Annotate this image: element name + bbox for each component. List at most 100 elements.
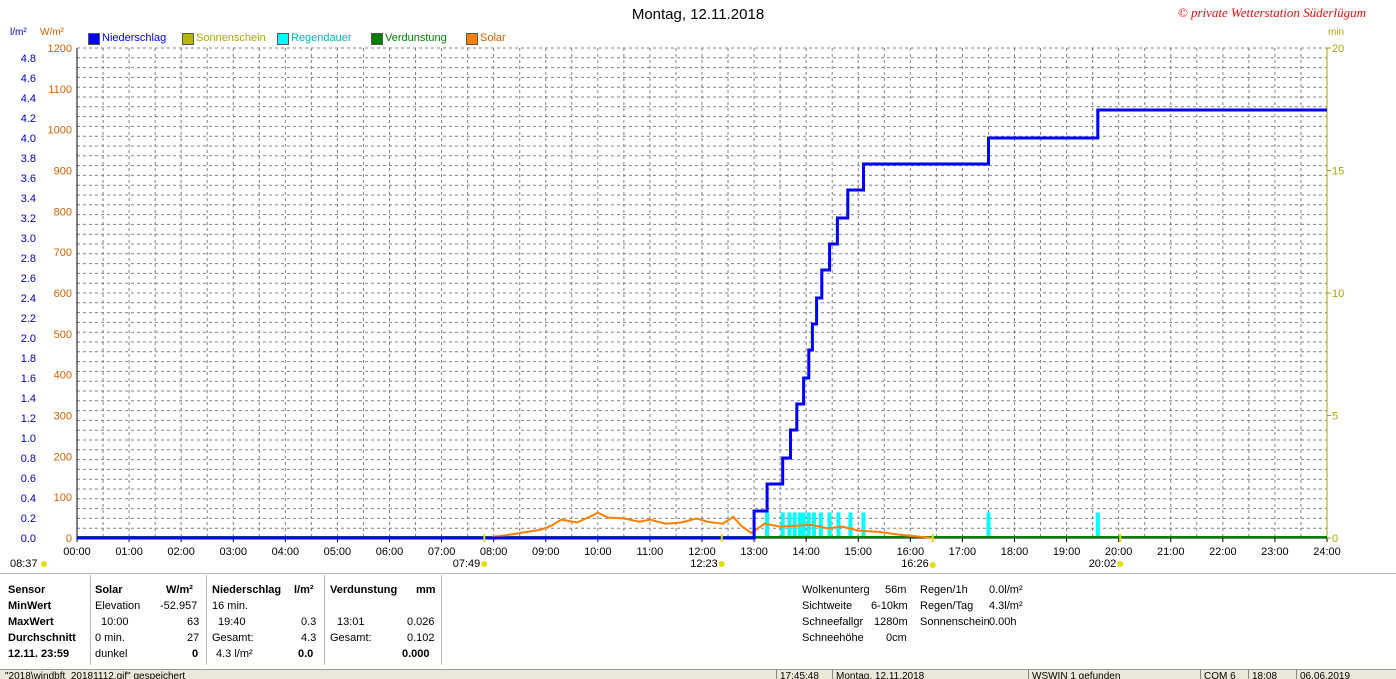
status-date-2: 06.06.2019 <box>1296 670 1396 679</box>
y-tick-label-precip: 4.0 <box>21 133 36 145</box>
verdunstung-head: Verdunstung <box>330 584 398 596</box>
weather-value: 6-10km <box>871 600 908 612</box>
x-tick-label: 02:00 <box>167 546 195 558</box>
y-tick-label-solar: 500 <box>54 329 72 341</box>
y-tick-label-solar: 600 <box>54 288 72 300</box>
verdunstung-r4b: 0.000 <box>402 648 430 660</box>
y-tick-label-solar: 400 <box>54 370 72 382</box>
y-tick-label-solar: 1200 <box>48 43 72 55</box>
sensor-max-label: MaxWert <box>8 616 54 628</box>
panel-divider <box>324 575 325 665</box>
verdunstung-r2a: 13:01 <box>337 616 365 628</box>
solar-r1a: Elevation <box>95 600 141 612</box>
niederschlag-r2b: 0.3 <box>301 616 317 628</box>
y-tick-label-solar: 300 <box>54 411 72 423</box>
solar-r2b: 63 <box>187 616 200 628</box>
sun-icon <box>1117 561 1124 567</box>
niederschlag-line <box>77 108 1327 540</box>
regendauer-bar <box>1095 512 1100 538</box>
niederschlag-r4b: 0.0 <box>298 648 314 660</box>
sensor-avg-label: Durchschnitt <box>8 632 76 644</box>
y-tick-label-precip: 4.4 <box>21 93 36 105</box>
y-tick-label-precip: 3.6 <box>21 173 36 185</box>
legend-swatch-sonnenschein <box>182 33 194 45</box>
x-tick-label: 00:00 <box>63 546 91 558</box>
weather-label: Schneefallgr <box>802 616 864 628</box>
panel-divider <box>441 575 442 665</box>
y-tick-label-precip: 4.6 <box>21 73 36 85</box>
rain-label: Sonnenschein <box>920 616 990 628</box>
niederschlag-r1a: 16 min. <box>212 600 249 612</box>
y-tick-label-solar: 1100 <box>48 84 72 96</box>
sun-marker-label: 16:26 <box>901 558 929 570</box>
niederschlag-r3a: Gesamt: <box>212 632 254 644</box>
regendauer-bar <box>861 512 866 538</box>
sun-marker-label: 20:02 <box>1089 558 1117 570</box>
x-tick-label: 17:00 <box>949 546 977 558</box>
regendauer-bar <box>848 512 853 538</box>
status-time-2: 18:08 <box>1248 670 1296 679</box>
watermark: © private Wetterstation Süderlügum <box>1177 5 1366 20</box>
legend-label-sonnenschein: Sonnenschein <box>196 32 266 44</box>
status-date: Montag, 12.11.2018 <box>832 670 1028 679</box>
x-tick-label: 03:00 <box>219 546 247 558</box>
regendauer-bar <box>765 512 770 538</box>
y-tick-label-precip: 1.2 <box>21 413 36 425</box>
regendauer-bar <box>986 512 991 538</box>
x-tick-label: 11:00 <box>637 546 664 558</box>
y-tick-label-precip: 1.8 <box>21 353 36 365</box>
chart-series <box>77 108 1327 540</box>
solar-line <box>484 511 933 539</box>
rain-label: Regen/1h <box>920 584 968 596</box>
sensor-head: Sensor <box>8 584 46 596</box>
legend-swatch-verdunstung <box>371 33 383 45</box>
sun-marker-label: 12:23 <box>690 558 718 570</box>
x-tick-label: 13:00 <box>740 546 768 558</box>
sensor-min-label: MinWert <box>8 600 52 612</box>
y-tick-label-precip: 3.8 <box>21 153 36 165</box>
axis-unit-left-2: W/m² <box>40 27 64 38</box>
sensor-date: 12.11. 23:59 <box>8 648 70 660</box>
y-tick-label-solar: 700 <box>54 247 72 259</box>
weather-label: Wolkenunterg <box>802 584 870 596</box>
x-tick-label: 14:00 <box>792 546 820 558</box>
solar-r2a: 10:00 <box>101 616 129 628</box>
legend-swatch-niederschlag <box>88 33 100 45</box>
sun-markers: 08:37 07:49 12:23 16:26 20:02 <box>10 534 1124 570</box>
x-tick-label: 22:00 <box>1209 546 1237 558</box>
regendauer-bar <box>780 512 785 538</box>
sun-icon <box>718 561 725 567</box>
y-tick-label-precip: 0.4 <box>21 493 36 505</box>
y-tick-label-solar: 1000 <box>48 125 72 137</box>
weather-value: 0cm <box>886 632 907 644</box>
sun-marker-label: 07:49 <box>453 558 481 570</box>
solar-unit: W/m² <box>166 584 193 596</box>
y-tick-label-precip: 0.6 <box>21 473 36 485</box>
x-tick-label: 12:00 <box>688 546 716 558</box>
niederschlag-unit: l/m² <box>294 584 314 596</box>
y-tick-label-minutes: 0 <box>1332 533 1338 545</box>
y-tick-label-precip: 4.2 <box>21 113 36 125</box>
x-tick-label: 01:00 <box>115 546 143 558</box>
y-tick-label-solar: 200 <box>54 451 72 463</box>
x-tick-label: 21:00 <box>1157 546 1185 558</box>
regendauer-bar <box>827 512 832 538</box>
y-tick-label-precip: 0.0 <box>21 533 36 545</box>
x-tick-label: 23:00 <box>1261 546 1289 558</box>
status-station: WSWIN 1 gefunden <box>1028 670 1200 679</box>
weather-value: 1280m <box>874 616 908 628</box>
x-tick-label: 08:00 <box>480 546 508 558</box>
panel-divider <box>206 575 207 665</box>
sun-icon <box>929 562 936 568</box>
x-tick-label: 10:00 <box>584 546 612 558</box>
legend-swatch-regendauer <box>277 33 289 45</box>
sun-marker-label: 08:37 <box>10 558 38 570</box>
weather-label: Sichtweite <box>802 600 853 612</box>
y-tick-label-precip: 2.0 <box>21 333 36 345</box>
solar-head: Solar <box>95 584 123 596</box>
rain-label: Regen/Tag <box>920 600 974 612</box>
x-tick-label: 20:00 <box>1105 546 1133 558</box>
solar-r4b: 0 <box>192 648 199 660</box>
status-com: COM 6 <box>1200 670 1248 679</box>
legend-label-verdunstung: Verdunstung <box>385 32 447 44</box>
